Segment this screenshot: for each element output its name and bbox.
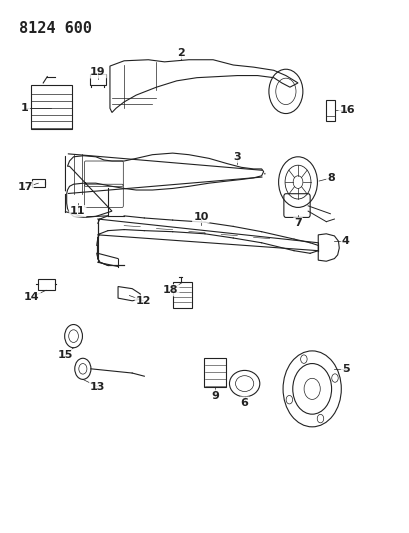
Text: 11: 11: [70, 206, 85, 216]
Bar: [326, 100, 335, 121]
Text: 15: 15: [58, 350, 73, 360]
Bar: [31, 85, 71, 130]
Text: 4: 4: [341, 236, 349, 246]
Text: 8: 8: [326, 173, 334, 183]
Bar: [32, 179, 45, 188]
Text: 14: 14: [24, 292, 40, 302]
Bar: [90, 74, 106, 85]
Text: 2: 2: [176, 48, 184, 58]
Text: 18: 18: [162, 285, 178, 295]
Bar: [172, 282, 191, 308]
Text: 12: 12: [135, 296, 151, 306]
Text: 9: 9: [211, 391, 218, 401]
Text: 6: 6: [240, 398, 248, 408]
Text: 17: 17: [17, 182, 33, 192]
Text: 19: 19: [90, 67, 106, 77]
Text: 13: 13: [90, 382, 105, 392]
Text: 16: 16: [339, 106, 354, 115]
Bar: [38, 279, 54, 290]
Text: 7: 7: [293, 218, 301, 228]
Text: 5: 5: [341, 365, 349, 374]
Text: 8124 600: 8124 600: [19, 21, 92, 36]
Text: 3: 3: [233, 152, 240, 162]
Bar: [204, 358, 226, 387]
Text: 1: 1: [21, 103, 29, 114]
Text: 10: 10: [193, 212, 208, 222]
